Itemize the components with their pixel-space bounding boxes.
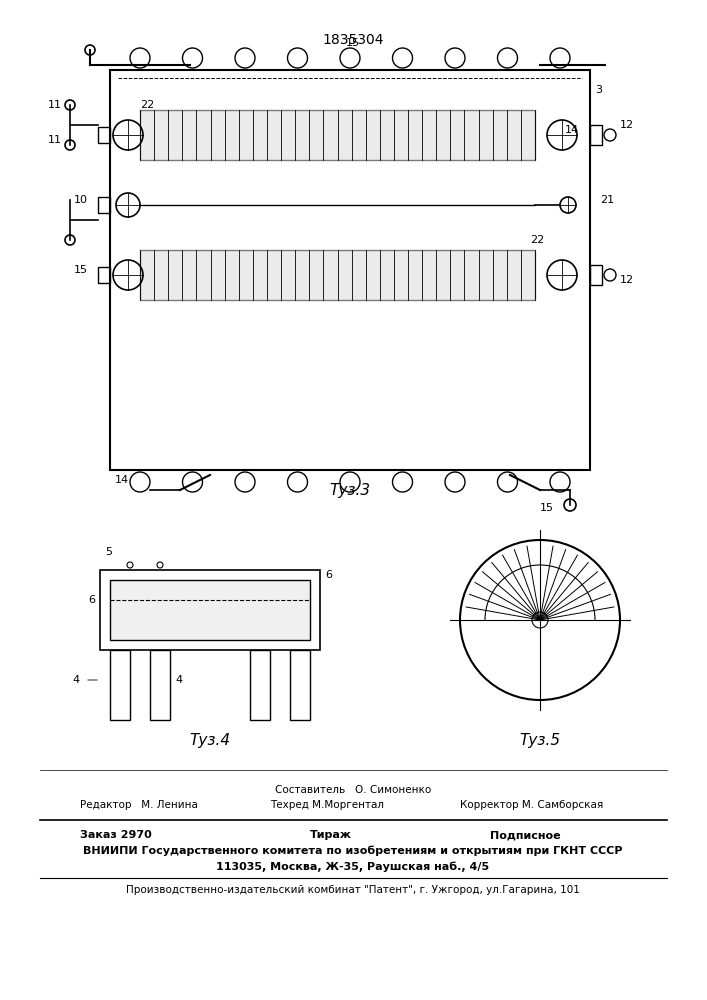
- Polygon shape: [140, 250, 535, 300]
- Text: 12: 12: [620, 120, 634, 130]
- Text: 11: 11: [48, 135, 62, 145]
- Text: 15: 15: [74, 265, 88, 275]
- Text: 22: 22: [140, 100, 154, 110]
- Text: 4: 4: [175, 675, 182, 685]
- Text: 6: 6: [88, 595, 95, 605]
- Text: Производственно-издательский комбинат "Патент", г. Ужгород, ул.Гагарина, 101: Производственно-издательский комбинат "П…: [126, 885, 580, 895]
- Text: 12: 12: [620, 275, 634, 285]
- Bar: [290, 650, 310, 720]
- Text: Техред М.Моргентал: Техред М.Моргентал: [270, 800, 384, 810]
- Text: 1835304: 1835304: [322, 33, 384, 47]
- Text: Тираж: Тираж: [310, 830, 352, 840]
- Text: 14: 14: [565, 125, 579, 135]
- Text: ВНИИПИ Государственного комитета по изобретениям и открытиям при ГКНТ СССР: ВНИИПИ Государственного комитета по изоб…: [83, 846, 623, 856]
- Text: Корректор М. Самборская: Корректор М. Самборская: [460, 800, 603, 810]
- Text: Подписное: Подписное: [490, 830, 561, 840]
- Text: Τуз.4: Τуз.4: [189, 732, 230, 748]
- Text: 21: 21: [600, 195, 614, 205]
- Text: 4: 4: [73, 675, 80, 685]
- Bar: [110, 580, 310, 640]
- Bar: [100, 570, 320, 650]
- Text: 11: 11: [48, 100, 62, 110]
- Text: 22: 22: [530, 235, 544, 245]
- Text: 3: 3: [595, 85, 602, 95]
- Text: Заказ 2970: Заказ 2970: [80, 830, 152, 840]
- Bar: [150, 650, 170, 720]
- Text: 113035, Москва, Ж-35, Раушская наб., 4/5: 113035, Москва, Ж-35, Раушская наб., 4/5: [216, 862, 489, 872]
- Text: Τуз.3: Τуз.3: [329, 483, 370, 497]
- Bar: [250, 650, 270, 720]
- Text: Редактор   М. Ленина: Редактор М. Ленина: [80, 800, 198, 810]
- Text: 5: 5: [105, 547, 112, 557]
- Bar: [110, 650, 130, 720]
- Text: Τуз.5: Τуз.5: [520, 732, 561, 748]
- Text: 6: 6: [325, 570, 332, 580]
- Text: 14: 14: [115, 475, 129, 485]
- Text: 15: 15: [346, 38, 360, 48]
- Text: Составитель   О. Симоненко: Составитель О. Симоненко: [275, 785, 431, 795]
- Text: 10: 10: [74, 195, 88, 205]
- Text: 15: 15: [540, 503, 554, 513]
- Polygon shape: [140, 110, 535, 160]
